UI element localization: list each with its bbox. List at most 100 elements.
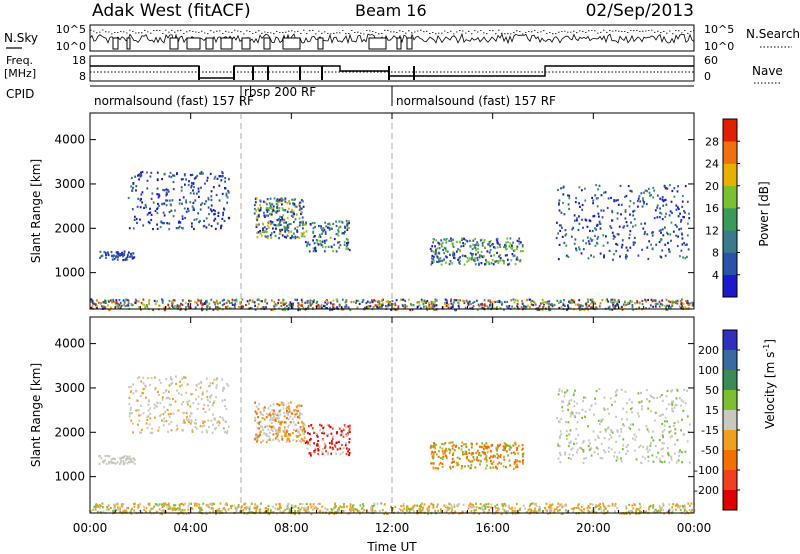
power-cell: [518, 243, 521, 246]
velocity-cell: [157, 429, 160, 432]
power-cell: [632, 210, 634, 213]
velocity-cell: [303, 439, 306, 443]
power-cell: [564, 229, 567, 232]
velocity-cell: [683, 504, 686, 507]
power-cell: [510, 299, 513, 302]
power-cell: [274, 224, 277, 227]
velocity-cell: [557, 509, 559, 512]
power-cell: [294, 218, 297, 221]
velocity-cell: [273, 418, 275, 422]
power-cell: [105, 254, 107, 257]
velocity-cell: [171, 509, 174, 512]
velocity-cell: [212, 510, 215, 513]
velocity-cell: [632, 507, 635, 510]
power-cell: [460, 238, 463, 241]
power-cell: [269, 197, 272, 200]
power-cell: [621, 305, 623, 308]
velocity-cell: [276, 433, 279, 436]
velocity-cell: [136, 409, 139, 412]
velocity-cell: [172, 412, 175, 415]
power-cell: [606, 206, 609, 210]
velocity-cell: [334, 502, 336, 505]
velocity-cell: [259, 425, 262, 428]
velocity-cell: [659, 460, 662, 463]
power-cell: [431, 245, 434, 248]
velocity-cell: [94, 508, 97, 511]
velocity-cell: [338, 440, 340, 443]
velocity-cell: [287, 503, 289, 506]
velocity-cell: [625, 445, 628, 448]
power-cell: [596, 205, 599, 208]
power-cell: [218, 184, 221, 187]
power-cell: [138, 173, 141, 176]
power-cell: [575, 247, 577, 250]
power-cell: [156, 171, 159, 174]
power-cell: [308, 302, 311, 305]
power-cell: [346, 226, 349, 229]
velocity-cell: [463, 453, 466, 456]
power-cell: [193, 186, 195, 189]
power-cell: [312, 235, 315, 238]
velocity-cell: [149, 510, 151, 513]
power-cell: [642, 227, 645, 230]
velocity-cell: [443, 504, 446, 507]
power-cell: [346, 243, 349, 246]
power-cell: [281, 203, 283, 206]
velocity-cell: [211, 382, 214, 385]
velocity-cell: [379, 509, 381, 512]
velocity-cell: [576, 421, 579, 424]
power-cell: [171, 304, 174, 307]
power-cell: [253, 212, 256, 215]
velocity-cell: [250, 511, 253, 514]
velocity-cell: [573, 392, 575, 395]
power-cell: [210, 198, 213, 202]
velocity-cell: [652, 504, 655, 507]
power-cell: [571, 228, 574, 231]
velocity-cell: [133, 505, 136, 508]
power-cell: [241, 298, 244, 301]
power-colorbar-label-1: 8: [712, 247, 719, 260]
power-cell: [318, 224, 320, 228]
velocity-cell: [212, 423, 214, 426]
power-cell: [292, 214, 295, 217]
power-cell: [215, 193, 218, 197]
velocity-cell: [508, 507, 511, 510]
power-cell: [627, 185, 630, 188]
velocity-cell: [280, 421, 283, 424]
power-cell: [135, 185, 138, 188]
power-cell: [321, 240, 324, 243]
velocity-cell: [113, 462, 116, 465]
power-cell: [150, 197, 153, 200]
power-cell: [134, 175, 137, 178]
power-cell: [267, 224, 269, 227]
velocity-cell: [344, 444, 347, 447]
velocity-cell: [588, 506, 591, 509]
velocity-cell: [508, 459, 511, 462]
velocity-cell: [686, 415, 689, 418]
velocity-cell: [187, 505, 190, 508]
power-cell: [555, 236, 558, 240]
velocity-cell: [426, 507, 429, 510]
velocity-cell: [561, 406, 564, 409]
power-cell: [625, 194, 628, 198]
power-cell: [327, 245, 330, 248]
velocity-cell: [432, 453, 435, 456]
power-cell: [670, 239, 672, 242]
velocity-cell: [149, 417, 152, 420]
velocity-cell: [297, 404, 300, 407]
power-cell: [90, 306, 93, 309]
velocity-cell: [268, 424, 271, 427]
velocity-colorbar-label-7: -200: [694, 484, 719, 497]
power-cell: [615, 242, 617, 246]
power-cell: [465, 255, 467, 258]
velocity-cell: [135, 399, 138, 402]
power-cell: [591, 196, 593, 199]
power-cell: [583, 308, 586, 312]
power-cell: [441, 241, 444, 244]
power-cell: [139, 206, 142, 209]
velocity-cell: [620, 427, 623, 431]
power-cell: [223, 207, 225, 210]
velocity-cell: [652, 460, 655, 463]
velocity-cell: [205, 429, 208, 432]
power-cell: [197, 187, 200, 190]
